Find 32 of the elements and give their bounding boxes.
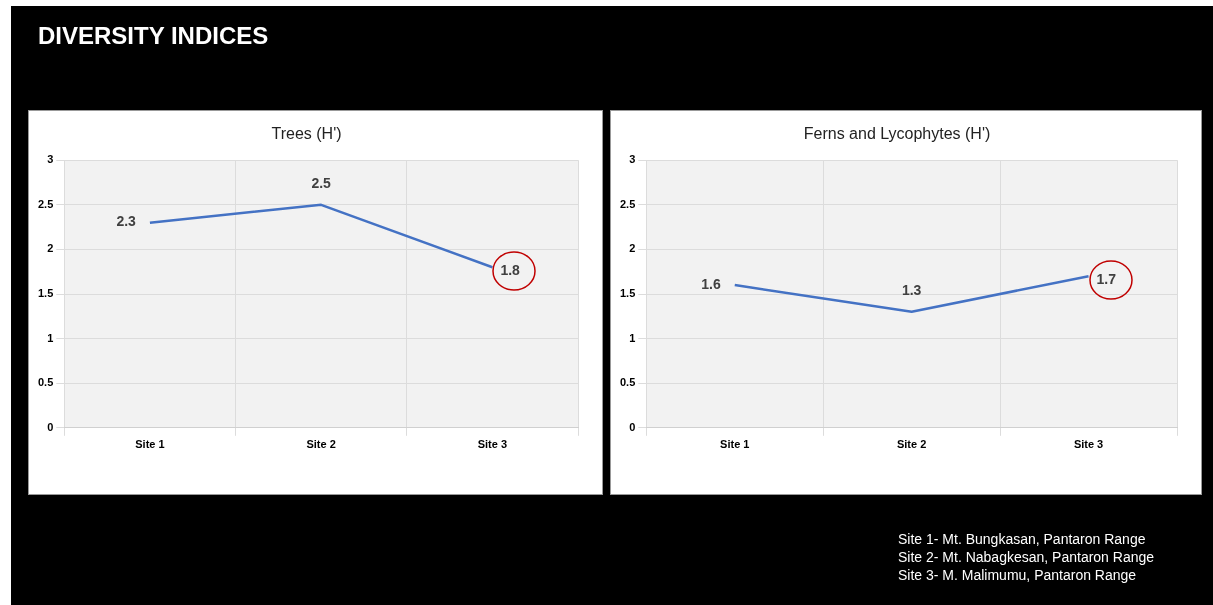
y-tick-label: 1 [629,331,636,344]
x-tick-label: Site 1 [720,438,750,451]
data-label: 1.8 [500,262,521,279]
data-label: 2.3 [116,213,137,230]
y-tick-label: 0 [47,420,54,433]
y-tick-label: 0.5 [37,376,54,389]
x-tick-label: Site 3 [477,438,508,451]
y-tick-label: 1.5 [619,287,636,300]
text: Site 1- Mt. Bungkasan, Pantaron Range [898,530,1147,548]
x-tick-label: Site 3 [1073,438,1104,451]
y-tick-label: 0 [629,420,636,433]
text: Site 2- Mt. Nabagkesan, Pantaron Range [898,548,1155,566]
y-tick-label: 1 [47,331,54,344]
text: Site 3- M. Malimumu, Pantaron Range [898,566,1138,584]
y-tick-label: 0.5 [619,376,636,389]
y-tick-label: 1.5 [37,287,54,300]
y-tick-label: 3 [629,153,636,166]
chart-title: Ferns and Lycophytes (H') [803,125,991,143]
data-label: 1.6 [701,275,721,292]
text: DIVERSITY INDICES [38,22,269,50]
y-tick-label: 2.5 [37,197,54,210]
y-tick-label: 2.5 [619,197,636,210]
x-tick-label: Site 2 [306,438,336,451]
x-tick-label: Site 1 [135,438,165,451]
y-tick-label: 3 [47,153,54,166]
data-label: 1.3 [901,281,922,298]
y-tick-label: 2 [47,242,54,255]
data-label: 2.5 [311,174,332,191]
y-tick-label: 2 [629,242,636,255]
x-tick-label: Site 2 [896,438,927,451]
data-label: 1.7 [1096,271,1117,288]
chart-title: Trees (H') [271,125,342,143]
